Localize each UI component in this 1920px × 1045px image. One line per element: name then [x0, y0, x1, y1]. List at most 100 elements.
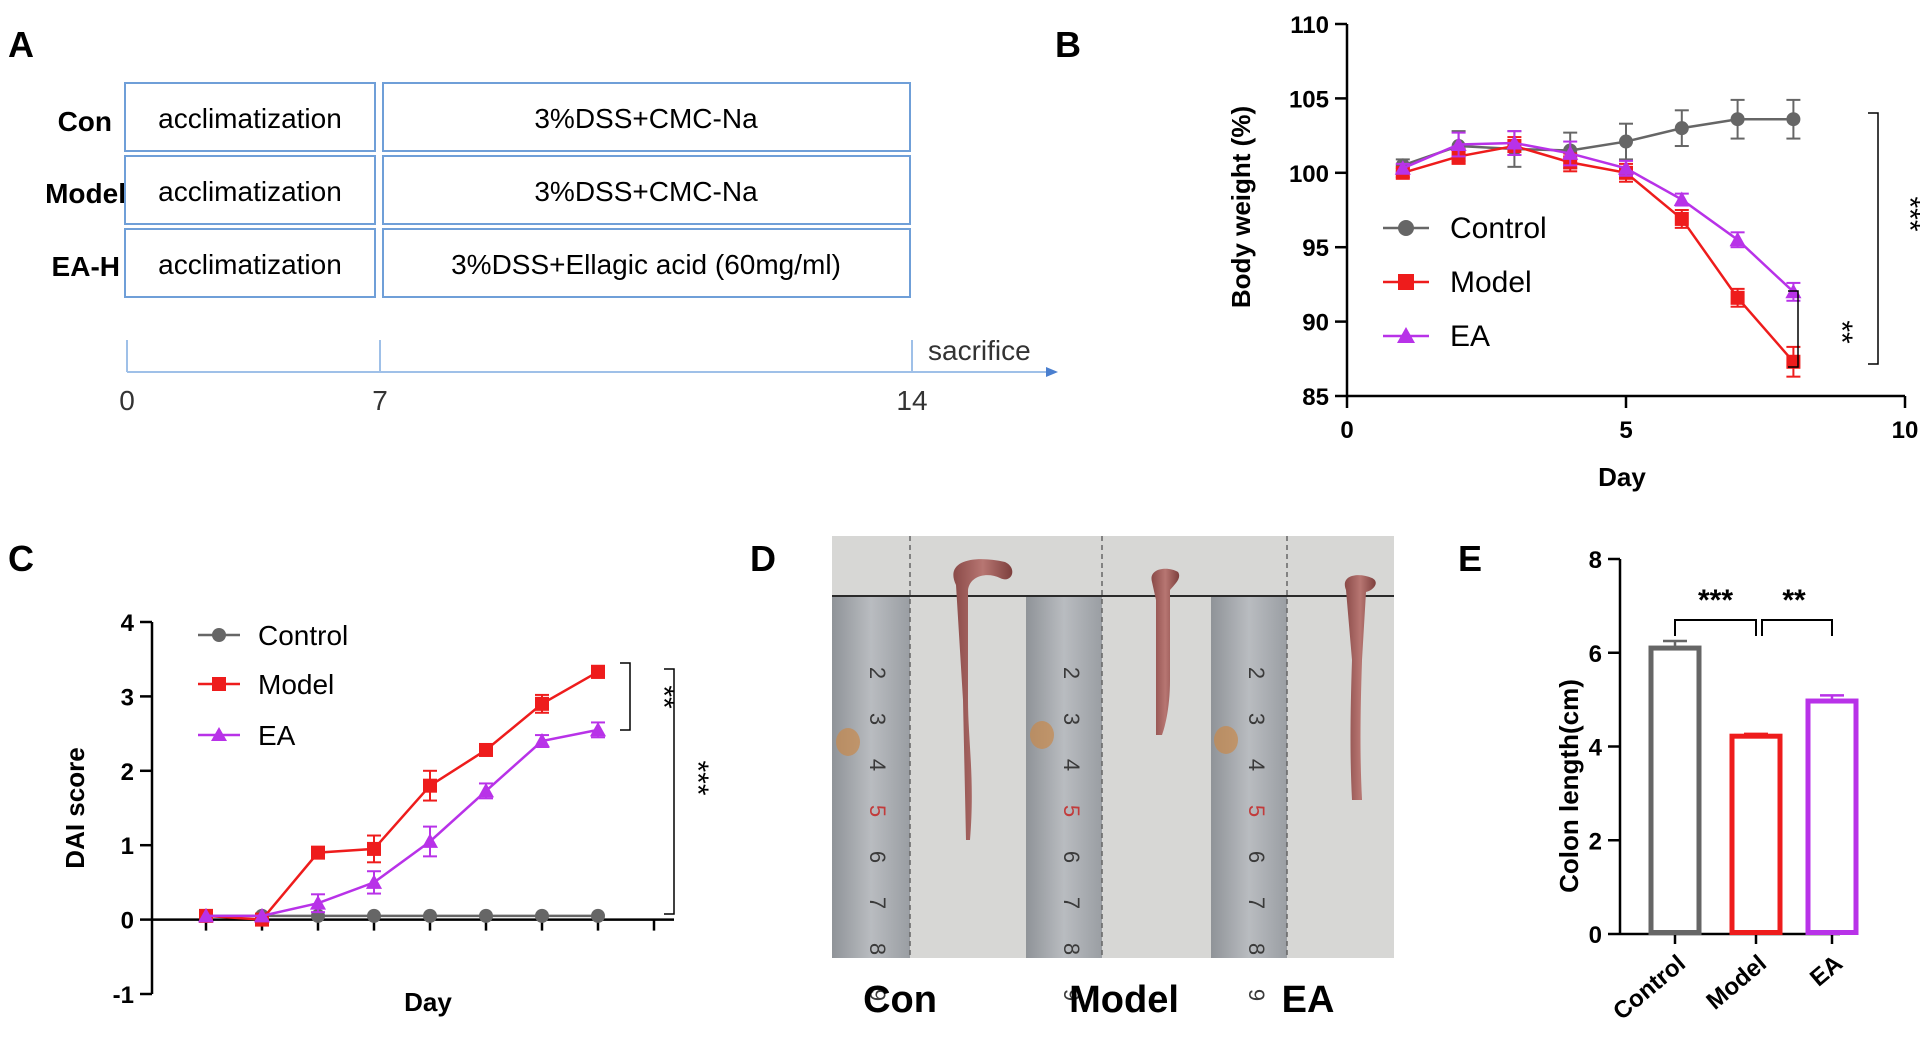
e-sig-text-control-model: ***: [1698, 584, 1733, 617]
phase2-box-ea-h: [382, 228, 911, 298]
photo-ea: [1211, 536, 1394, 958]
b-ytick-label-2: 95: [1302, 235, 1329, 262]
c-ytick-label-2: 1: [121, 833, 134, 860]
group-label-con: Con: [58, 106, 112, 137]
phase1-text-con: acclimatization: [158, 103, 342, 134]
photo-label-ea: EA: [1282, 979, 1335, 1021]
e-sig-bracket-control-model: [1674, 619, 1757, 636]
photo-label-model: Model: [1069, 979, 1179, 1021]
phase2-text-con: 3%DSS+CMC-Na: [534, 103, 758, 134]
panel-c-plot: [197, 664, 607, 927]
c-ytick-label-3: 2: [121, 759, 134, 786]
ruler-number-2-4: 4: [1244, 759, 1269, 771]
photo-ea-colon: [1344, 575, 1376, 800]
photo-model-colon: [1151, 568, 1180, 735]
panel-d-letter: D: [750, 538, 776, 579]
c-point-ea-1: [253, 907, 271, 923]
c-point-model-2: [311, 845, 325, 860]
ruler-number-2-8: 8: [1244, 943, 1269, 955]
ruler-numbers: 2 3 4 5 6 7 8 9 2 3 4 5 6 7 8 9 2 3 4 5 6 7 8 9: [865, 667, 1269, 1001]
panel-b-significance: *** **: [1788, 112, 1920, 368]
c-point-model-3: [367, 841, 381, 856]
b-point-ea-2: [1506, 134, 1523, 150]
c-point-control-5: [479, 908, 493, 923]
ruler-number-2-7: 7: [1244, 897, 1269, 909]
ruler-number-0-6: 6: [865, 851, 890, 863]
b-ytick-label-5: 110: [1290, 12, 1329, 39]
c-ytick-label-4: 3: [121, 684, 134, 711]
legend-b-ea-label: EA: [1450, 320, 1490, 353]
c-point-control-4: [423, 908, 437, 923]
c-line-model: [205, 670, 599, 921]
c-ytick-label-1: 0: [121, 908, 134, 935]
sig-c-text-model-ctrl: ***: [681, 760, 714, 795]
e-ytick-label-3: 6: [1589, 641, 1602, 668]
photo-con-colon: [953, 559, 1013, 840]
panel-c-xlabel: Day: [404, 987, 452, 1017]
b-ytick-label-3: 100: [1289, 161, 1329, 188]
ruler-number-0-2: 2: [865, 667, 890, 679]
sig-c-bracket-model-ea: [620, 662, 631, 731]
legend-b-model-marker: [1398, 274, 1414, 290]
panel-a-letter: A: [8, 24, 34, 65]
phase1-box-ea-h: [124, 228, 376, 298]
b-point-model-6: [1730, 290, 1745, 305]
panel-e: E 0 2 4 6 8 Control Model EA Colon length(cm) *…: [1458, 538, 1859, 1025]
timeline-label-7: 7: [372, 385, 388, 416]
sig-b-text-ctrl-model: ***: [1893, 196, 1920, 231]
legend-b-control-label: Control: [1450, 212, 1547, 245]
panel-e-plot: *** **: [1648, 584, 1859, 935]
legend-c-control-label: Control: [258, 620, 348, 651]
e-sig-bracket-model-ea: [1761, 619, 1833, 636]
ruler-number-2-6: 6: [1244, 851, 1269, 863]
e-bar-ea: [1805, 698, 1859, 935]
b-point-ea-1: [1450, 136, 1467, 151]
timeline-label-0: 0: [119, 385, 135, 416]
c-point-model-7: [591, 664, 605, 679]
b-ytick-label-4: 105: [1289, 86, 1329, 113]
panel-a: A Con acclimatization 3%DSS+CMC-Na Model…: [8, 24, 1058, 416]
panel-c-axes: -1 0 1 2 3 4: [113, 610, 674, 1009]
ruler-number-0-8: 8: [865, 943, 890, 955]
photo-ea-ruler: [1211, 596, 1287, 958]
b-xtick-label-0: 0: [1340, 417, 1353, 444]
c-point-model-4: [423, 778, 437, 793]
c-point-ea-2: [309, 895, 327, 910]
ruler-number-2-3: 3: [1244, 713, 1269, 725]
e-ytick-label-2: 4: [1589, 735, 1603, 762]
c-point-ea-7: [589, 721, 607, 737]
b-ytick-label-1: 90: [1302, 310, 1329, 337]
e-bar-model: [1729, 733, 1783, 935]
ruler-number-1-8: 8: [1059, 943, 1084, 955]
legend-c-control-marker: [212, 628, 226, 642]
panel-c-ylabel: DAI score: [60, 747, 90, 868]
timeline-arrowhead: [1046, 367, 1058, 377]
photo-model: [1026, 536, 1211, 958]
panel-b-xlabel: Day: [1598, 462, 1646, 492]
photo-model-ruler: [1026, 596, 1102, 958]
sig-b-text-model-ea: **: [1825, 320, 1858, 344]
legend-c-model-marker: [212, 677, 226, 691]
phase1-box-con: [124, 82, 376, 152]
c-point-control-7: [591, 908, 605, 923]
panel-b: B 85 90 95 100 105 110 0 5 10 Day Body weight (%…: [1055, 12, 1920, 492]
panel-e-ylabel: Colon length(cm): [1554, 679, 1584, 893]
b-point-ea-4: [1617, 160, 1635, 175]
b-point-control-4: [1619, 134, 1633, 149]
ruler-number-0-3: 3: [865, 713, 890, 725]
e-sig-text-model-ea: **: [1782, 584, 1806, 617]
c-point-ea-6: [533, 732, 551, 748]
panel-c-legend: Control Model EA: [198, 620, 348, 751]
panel-c: C -1 0 1 2 3 4 Day DAI score Control Model EA…: [8, 538, 714, 1017]
c-point-model-5: [479, 742, 493, 757]
sig-b-bracket-ctrl-model: [1868, 112, 1879, 365]
c-point-control-3: [367, 908, 381, 923]
timeline: 0 7 14 sacrifice: [119, 335, 1058, 416]
legend-b-ea-marker: [1397, 327, 1415, 343]
b-xtick-label-1: 5: [1619, 417, 1632, 444]
legend-c-model-label: Model: [258, 669, 334, 700]
sig-c-text-model-ea: **: [647, 685, 680, 709]
c-ytick-label-0: -1: [113, 982, 134, 1009]
photo-con-ruler: [832, 596, 910, 958]
photo-con-stain: [836, 728, 860, 756]
